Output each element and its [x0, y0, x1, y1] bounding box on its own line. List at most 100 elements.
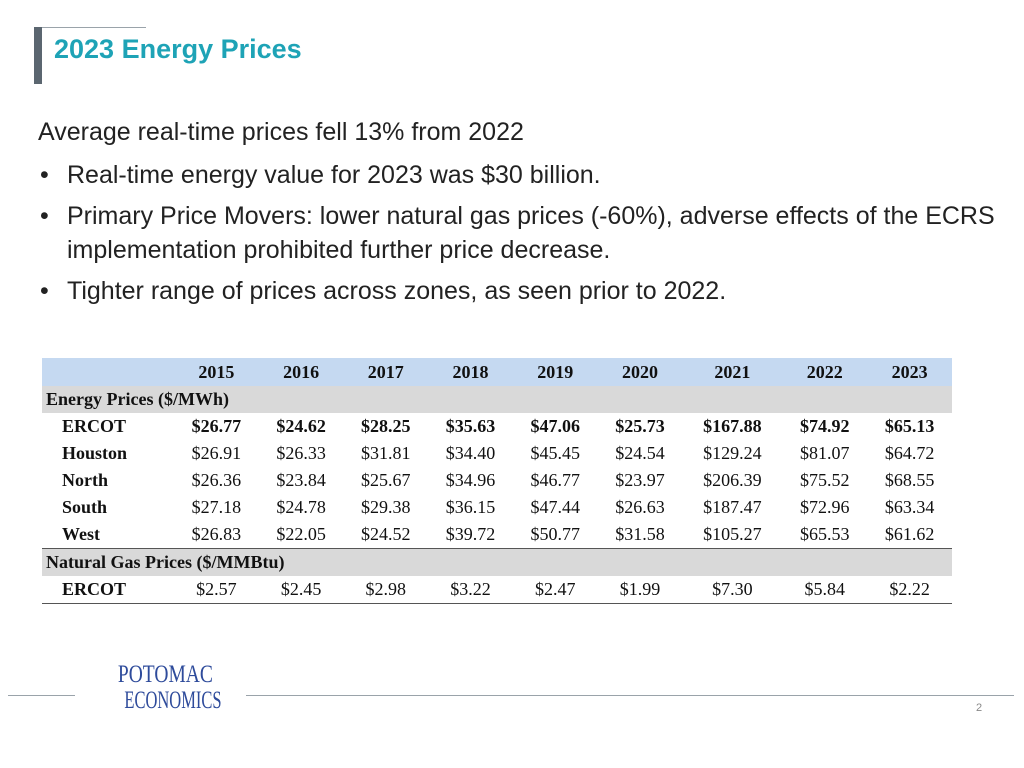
bullet-item: • Primary Price Movers: lower natural gas…	[38, 199, 998, 267]
energy-prices-table: 2015 2016 2017 2018 2019 2020 2021 2022 …	[42, 358, 952, 604]
table-cell: $5.84	[782, 576, 868, 604]
bullet-list: • Real-time energy value for 2023 was $30…	[38, 158, 998, 315]
table-cell: $28.25	[361, 416, 411, 436]
table-cell: $72.96	[800, 497, 850, 517]
table-row: ERCOT $26.77 $24.62 $28.25 $35.63 $47.06…	[42, 413, 952, 440]
year-header: 2018	[452, 361, 489, 382]
section-row-gas: Natural Gas Prices ($/MMBtu)	[42, 548, 952, 576]
title-top-rule	[42, 27, 146, 28]
table-cell: $2.22	[867, 576, 952, 604]
table-cell: $105.27	[703, 524, 762, 544]
table-row: West $26.83 $22.05 $24.52 $39.72 $50.77 …	[42, 521, 952, 549]
year-header: 2017	[367, 361, 404, 382]
table-cell: $61.62	[884, 524, 935, 544]
table-cell: $167.88	[703, 416, 762, 436]
table-cell: $24.78	[276, 497, 326, 517]
table-cell: $45.45	[530, 443, 580, 463]
bullet-text: Tighter range of prices across zones, as…	[67, 277, 727, 305]
potomac-economics-logo: POTOMAC ECONOMICS	[106, 661, 222, 714]
table-row: South $27.18 $24.78 $29.38 $36.15 $47.44…	[42, 494, 952, 521]
table-cell: $24.62	[276, 416, 326, 436]
row-label: South	[62, 497, 108, 517]
table-cell: $34.40	[445, 443, 496, 463]
year-header: 2015	[198, 361, 235, 382]
table-cell: $2.98	[343, 576, 429, 604]
bullet-marker: •	[40, 277, 49, 305]
bullet-item: • Tighter range of prices across zones, a…	[38, 274, 998, 308]
section-label: Energy Prices ($/MWh)	[42, 386, 952, 413]
table-cell: $206.39	[703, 470, 762, 490]
table-cell: $31.81	[361, 443, 411, 463]
table-row: Houston $26.91 $26.33 $31.81 $34.40 $45.…	[42, 440, 952, 467]
bullet-text: Real-time energy value for 2023 was $30 …	[67, 161, 601, 189]
table-cell: $46.77	[530, 470, 580, 490]
table-cell: $24.54	[615, 443, 665, 463]
table-header-row: 2015 2016 2017 2018 2019 2020 2021 2022 …	[42, 358, 952, 386]
bullet-text: Primary Price Movers: lower natural gas …	[67, 202, 995, 264]
table-cell: $26.33	[276, 443, 326, 463]
logo-line-2: ECONOMICS	[124, 687, 222, 714]
table-cell: $68.55	[884, 470, 935, 490]
footer-rule-right	[246, 695, 1014, 696]
intro-text: Average real-time prices fell 13% from 2…	[38, 118, 524, 146]
footer-rule-left	[8, 695, 75, 696]
table-cell: $75.52	[800, 470, 850, 490]
table-cell: $2.57	[174, 576, 259, 604]
table-cell: $31.58	[615, 524, 665, 544]
bullet-item: • Real-time energy value for 2023 was $30…	[38, 158, 998, 192]
table-cell: $26.83	[191, 524, 242, 544]
table-cell: $129.24	[703, 443, 762, 463]
table-cell: $74.92	[800, 416, 850, 436]
table-cell: $24.52	[361, 524, 411, 544]
table-cell: $25.73	[615, 416, 665, 436]
table-row: North $26.36 $23.84 $25.67 $34.96 $46.77…	[42, 467, 952, 494]
row-label: ERCOT	[62, 416, 127, 436]
table-cell: $50.77	[530, 524, 580, 544]
row-label: ERCOT	[42, 576, 174, 604]
row-label: Houston	[62, 443, 128, 463]
year-header: 2020	[621, 361, 658, 382]
table-cell: $26.36	[191, 470, 242, 490]
page-number: 2	[976, 702, 983, 714]
table-cell: $64.72	[884, 443, 935, 463]
table-cell: $22.05	[276, 524, 326, 544]
year-header: 2019	[537, 361, 574, 382]
year-header: 2016	[283, 361, 320, 382]
table-cell: $27.18	[191, 497, 242, 517]
table-cell: $36.15	[445, 497, 496, 517]
table-cell: $25.67	[361, 470, 411, 490]
section-row-energy: Energy Prices ($/MWh)	[42, 386, 952, 413]
table-cell: $26.63	[615, 497, 665, 517]
table-cell: $7.30	[682, 576, 783, 604]
table-cell: $63.34	[884, 497, 935, 517]
table-cell: $65.13	[884, 416, 935, 436]
table-cell: $35.63	[445, 416, 496, 436]
bullet-marker: •	[40, 161, 49, 189]
table-cell: $47.44	[530, 497, 580, 517]
table-cell: $26.91	[191, 443, 242, 463]
table-cell: $34.96	[445, 470, 496, 490]
logo-line-1: POTOMAC	[117, 661, 213, 688]
table-row: ERCOT $2.57 $2.45 $2.98 $3.22 $2.47 $1.9…	[42, 576, 952, 604]
page-title: 2023 Energy Prices	[54, 34, 302, 64]
section-label: Natural Gas Prices ($/MMBtu)	[42, 548, 952, 576]
bullet-marker: •	[40, 202, 49, 230]
table-cell: $29.38	[361, 497, 411, 517]
table-cell: $1.99	[597, 576, 683, 604]
table-cell: $23.84	[276, 470, 326, 490]
year-header: 2021	[714, 361, 751, 382]
table-cell: $2.45	[258, 576, 344, 604]
header-blank-cell	[42, 358, 174, 386]
table-cell: $3.22	[428, 576, 513, 604]
title-accent-bar	[34, 27, 42, 84]
table-cell: $81.07	[800, 443, 850, 463]
year-header: 2023	[891, 361, 928, 382]
table-cell: $23.97	[615, 470, 665, 490]
table-cell: $65.53	[800, 524, 850, 544]
table-cell: $47.06	[530, 416, 580, 436]
row-label: West	[62, 524, 100, 544]
table-cell: $39.72	[445, 524, 496, 544]
table-cell: $26.77	[191, 416, 242, 436]
year-header: 2022	[806, 361, 843, 382]
table-cell: $187.47	[703, 497, 762, 517]
